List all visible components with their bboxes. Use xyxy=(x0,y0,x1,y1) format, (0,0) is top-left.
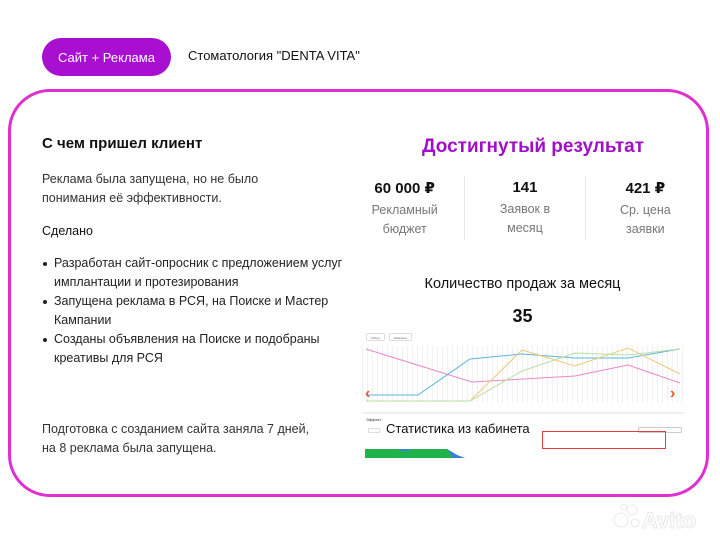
avito-watermark-icon: Avito xyxy=(613,503,697,533)
done-item: Запущена реклама в РСЯ, на Поиске и Маст… xyxy=(42,292,352,330)
chart-tab: Обзор xyxy=(366,333,385,341)
stat-label-line: Ср. цена xyxy=(619,203,671,217)
stat-label-line: бюджет xyxy=(382,222,427,236)
stats-row: 60 000 ₽ Рекламный бюджет 141 Заявок в м… xyxy=(345,176,705,240)
cab-stat xyxy=(543,432,584,448)
stat-label-line: заявки xyxy=(626,222,665,236)
stat-leads: 141 Заявок в месяц xyxy=(465,176,586,240)
stat-label: Ср. цена заявки xyxy=(586,201,705,239)
green-area-chart xyxy=(365,449,465,458)
project-name: Стоматология "DENTA VITA" xyxy=(188,48,360,63)
chart-grid xyxy=(362,346,684,402)
done-heading: Сделано xyxy=(42,224,93,238)
done-item: Разработан сайт-опросник с предложением … xyxy=(42,254,352,292)
done-list: Разработан сайт-опросник с предложением … xyxy=(42,254,352,368)
stat-value: 421 ₽ xyxy=(625,180,666,197)
result-title: Достигнутый результат xyxy=(421,136,645,157)
chart-tab: Изменить xyxy=(388,333,413,341)
stat-label: Рекламный бюджет xyxy=(345,201,464,239)
client-heading: С чем пришел клиент xyxy=(42,135,203,152)
chevron-left-icon: ‹ xyxy=(365,385,371,402)
analytics-chart-screenshot: Обзор Изменить ‹ › xyxy=(362,330,684,406)
filter-dropdown xyxy=(638,427,682,433)
sales-value: 35 xyxy=(512,306,533,326)
stat-label-line: месяц xyxy=(507,221,543,235)
chevron-right-icon: › xyxy=(670,385,676,402)
chart-tabs: Обзор Изменить xyxy=(366,333,413,341)
stat-budget: 60 000 ₽ Рекламный бюджет xyxy=(345,176,466,240)
chart-lines xyxy=(365,347,681,402)
chip xyxy=(368,428,380,433)
watermark-text: Avito xyxy=(642,508,696,533)
divider xyxy=(362,412,684,414)
stat-label-line: Рекламный xyxy=(371,203,438,217)
timing-note: Подготовка с созданием сайта заняла 7 дн… xyxy=(42,422,310,455)
cabinet-stats-screenshot: Эффект Статистика из кабинета xyxy=(362,408,684,458)
sales-title: Количество продаж за месяц xyxy=(424,276,621,292)
case-card xyxy=(8,89,709,497)
stat-cost-per-lead: 421 ₽ Ср. цена заявки xyxy=(586,176,705,240)
cab-stat xyxy=(624,432,665,448)
cabinet-caption: Статистика из кабинета xyxy=(386,421,530,436)
category-tag-button[interactable]: Сайт + Реклама xyxy=(42,38,171,76)
stat-value: 141 xyxy=(512,179,538,196)
stat-label-line: Заявок в xyxy=(499,202,551,216)
stat-label: Заявок в месяц xyxy=(465,200,584,238)
client-problem-text: Реклама была запущена, но не было понима… xyxy=(42,172,259,205)
stat-value: 60 000 ₽ xyxy=(374,180,435,197)
cab-stat xyxy=(584,432,625,448)
highlighted-stats-box xyxy=(542,431,666,449)
section-label: Эффект xyxy=(366,417,382,422)
done-item: Созданы объявления на Поиске и подобраны… xyxy=(42,330,352,368)
